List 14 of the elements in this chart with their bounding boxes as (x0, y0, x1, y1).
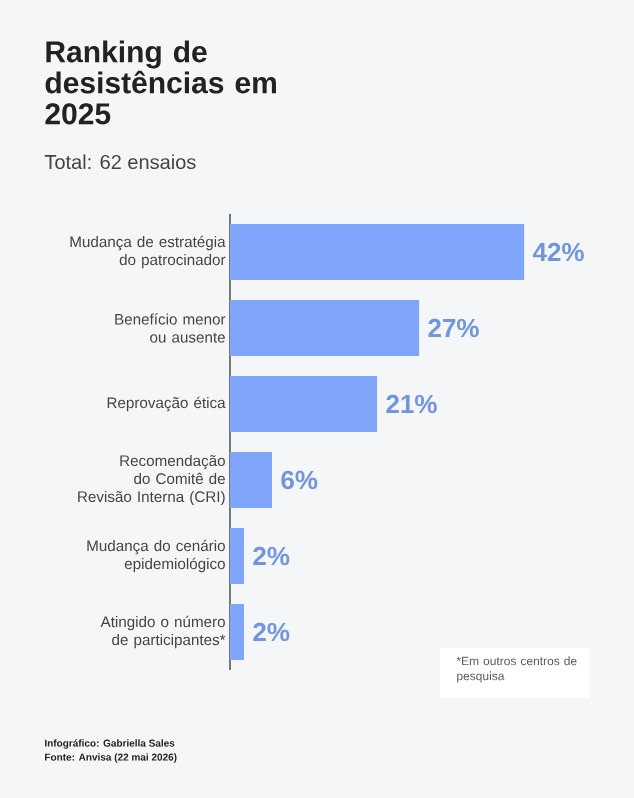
data-label: 42% (532, 242, 584, 262)
data-label: 2% (253, 622, 290, 642)
bar (230, 300, 420, 357)
bar (230, 604, 244, 660)
data-label: 2% (253, 546, 290, 566)
bar (230, 376, 378, 433)
bar (230, 528, 244, 585)
chart-subtitle: Total: 62 ensaios (44, 154, 196, 170)
data-label: 21% (386, 394, 437, 414)
data-label: 27% (428, 318, 479, 338)
chart-title: Ranking de desistências em 2025 (45, 40, 276, 125)
bar (230, 224, 525, 281)
data-label: 6% (281, 470, 318, 490)
bar (230, 452, 273, 509)
